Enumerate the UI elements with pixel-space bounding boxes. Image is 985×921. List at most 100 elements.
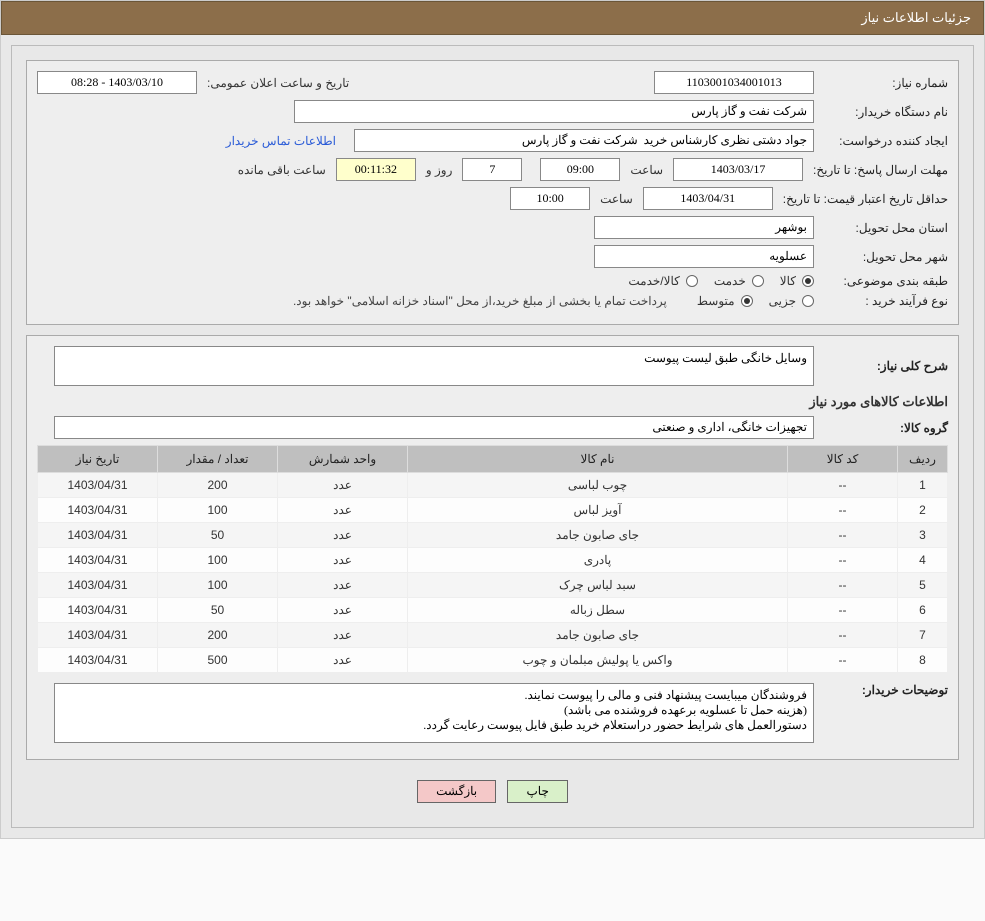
buyer-notes-field[interactable] (54, 683, 814, 743)
need-info-section: شماره نیاز: تاریخ و ساعت اعلان عمومی: نا… (26, 60, 959, 325)
deadline-label: مهلت ارسال پاسخ: تا تاریخ: (807, 163, 948, 177)
table-cell: چوب لباسی (408, 473, 788, 498)
deadline-time-field[interactable] (540, 158, 620, 181)
delivery-city-field[interactable] (594, 245, 814, 268)
row-classification: طبقه بندی موضوعی: کالا خدمت کالا/خدمت (37, 274, 948, 288)
process-type-option-1[interactable]: متوسط (697, 294, 753, 308)
price-validity-label: حداقل تاریخ اعتبار قیمت: تا تاریخ: (777, 192, 948, 206)
row-deadline: مهلت ارسال پاسخ: تا تاریخ: ساعت روز و سا… (37, 158, 948, 181)
table-cell: 1403/04/31 (38, 498, 158, 523)
classification-option-2[interactable]: کالا/خدمت (628, 274, 697, 288)
announce-label: تاریخ و ساعت اعلان عمومی: (201, 76, 355, 90)
table-row: 5--سبد لباس چرکعدد1001403/04/31 (38, 573, 948, 598)
classification-label: طبقه بندی موضوعی: (818, 274, 948, 288)
table-row: 8--واکس یا پولیش مبلمان و چوبعدد5001403/… (38, 648, 948, 673)
table-cell: عدد (278, 623, 408, 648)
table-cell: 7 (898, 623, 948, 648)
deadline-remaining-label: ساعت باقی مانده (232, 163, 332, 177)
deadline-days-field[interactable] (462, 158, 522, 181)
table-row: 7--جای صابون جامدعدد2001403/04/31 (38, 623, 948, 648)
price-validity-time-label: ساعت (594, 192, 639, 206)
table-cell: عدد (278, 573, 408, 598)
row-requester: ایجاد کننده درخواست: اطلاعات تماس خریدار (37, 129, 948, 152)
items-table-head: ردیف کد کالا نام کالا واحد شمارش تعداد /… (38, 446, 948, 473)
deadline-remaining-field (336, 158, 416, 181)
back-button[interactable]: بازگشت (417, 780, 496, 803)
classification-option-0[interactable]: کالا (780, 274, 814, 288)
need-number-label: شماره نیاز: (818, 76, 948, 90)
table-cell: 1403/04/31 (38, 648, 158, 673)
radio-icon (686, 275, 698, 287)
table-cell: عدد (278, 648, 408, 673)
row-need-summary: شرح کلی نیاز: (37, 346, 948, 386)
table-cell: عدد (278, 598, 408, 623)
items-table-body: 1--چوب لباسیعدد2001403/04/312--آویز لباس… (38, 473, 948, 673)
table-cell: 50 (158, 523, 278, 548)
process-type-option-0-label: جزیی (769, 294, 796, 308)
price-validity-time-field[interactable] (510, 187, 590, 210)
requester-label: ایجاد کننده درخواست: (818, 134, 948, 148)
need-summary-label: شرح کلی نیاز: (818, 359, 948, 373)
deadline-days-label: روز و (420, 163, 459, 177)
table-cell: -- (788, 598, 898, 623)
need-number-field[interactable] (654, 71, 814, 94)
classification-option-2-label: کالا/خدمت (628, 274, 679, 288)
table-cell: 1 (898, 473, 948, 498)
table-cell: سبد لباس چرک (408, 573, 788, 598)
table-cell: 5 (898, 573, 948, 598)
requester-field[interactable] (354, 129, 814, 152)
page-title: جزئیات اطلاعات نیاز (861, 10, 971, 25)
table-cell: 200 (158, 623, 278, 648)
table-cell: -- (788, 498, 898, 523)
col-unit: واحد شمارش (278, 446, 408, 473)
table-cell: عدد (278, 498, 408, 523)
table-row: 6--سطل زبالهعدد501403/04/31 (38, 598, 948, 623)
buyer-org-field[interactable] (294, 100, 814, 123)
price-validity-date-field[interactable] (643, 187, 773, 210)
table-cell: -- (788, 648, 898, 673)
table-cell: جای صابون جامد (408, 523, 788, 548)
items-table: ردیف کد کالا نام کالا واحد شمارش تعداد /… (37, 445, 948, 673)
row-delivery-province: استان محل تحویل: (37, 216, 948, 239)
page: جزئیات اطلاعات نیاز شماره نیاز: تاریخ و … (0, 0, 985, 839)
items-section-title: اطلاعات کالاهای مورد نیاز (37, 394, 948, 410)
need-summary-field[interactable] (54, 346, 814, 386)
col-date: تاریخ نیاز (38, 446, 158, 473)
process-type-label: نوع فرآیند خرید : (818, 294, 948, 308)
announce-field[interactable] (37, 71, 197, 94)
col-name: نام کالا (408, 446, 788, 473)
buyer-notes-label: توضیحات خریدار: (818, 683, 948, 697)
deadline-time-label: ساعت (624, 163, 669, 177)
table-cell: 1403/04/31 (38, 598, 158, 623)
table-cell: عدد (278, 523, 408, 548)
table-cell: 1403/04/31 (38, 623, 158, 648)
contact-buyer-link[interactable]: اطلاعات تماس خریدار (226, 134, 336, 148)
row-price-validity: حداقل تاریخ اعتبار قیمت: تا تاریخ: ساعت (37, 187, 948, 210)
print-button[interactable]: چاپ (507, 780, 567, 803)
table-cell: -- (788, 473, 898, 498)
col-row: ردیف (898, 446, 948, 473)
radio-icon (752, 275, 764, 287)
deadline-date-field[interactable] (673, 158, 803, 181)
delivery-city-label: شهر محل تحویل: (818, 250, 948, 264)
items-section: شرح کلی نیاز: اطلاعات کالاهای مورد نیاز … (26, 335, 959, 760)
page-title-bar: جزئیات اطلاعات نیاز (1, 1, 984, 35)
table-cell: 1403/04/31 (38, 473, 158, 498)
table-cell: 2 (898, 498, 948, 523)
product-group-field[interactable] (54, 416, 814, 439)
table-cell: -- (788, 523, 898, 548)
delivery-province-field[interactable] (594, 216, 814, 239)
row-process-type: نوع فرآیند خرید : جزیی متوسط پرداخت تمام… (37, 294, 948, 308)
table-cell: 3 (898, 523, 948, 548)
form-area: شماره نیاز: تاریخ و ساعت اعلان عمومی: نا… (11, 45, 974, 828)
classification-option-1[interactable]: خدمت (714, 274, 764, 288)
process-type-option-0[interactable]: جزیی (769, 294, 814, 308)
table-row: 2--آویز لباسعدد1001403/04/31 (38, 498, 948, 523)
table-cell: 100 (158, 573, 278, 598)
row-need-number: شماره نیاز: تاریخ و ساعت اعلان عمومی: (37, 71, 948, 94)
table-cell: جای صابون جامد (408, 623, 788, 648)
table-cell: 100 (158, 498, 278, 523)
table-cell: عدد (278, 548, 408, 573)
table-cell: پادری (408, 548, 788, 573)
radio-icon (802, 295, 814, 307)
